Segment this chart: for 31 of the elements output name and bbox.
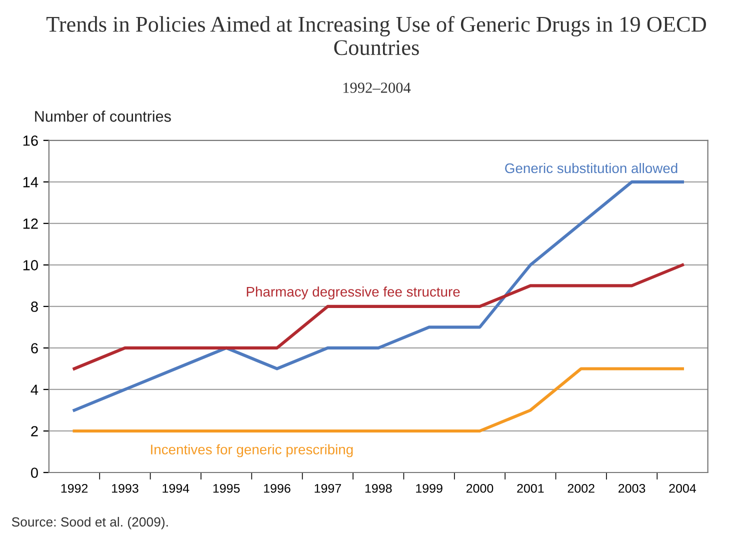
x-tick-label: 2002 bbox=[568, 484, 594, 493]
x-tick-label: 2003 bbox=[618, 484, 646, 493]
y-tick-label: 14 bbox=[23, 177, 38, 188]
y-tick-label: 12 bbox=[23, 218, 38, 229]
y-axis-title: Number of countries bbox=[35, 110, 171, 122]
chart-subtitle: 1992–2004 bbox=[343, 82, 411, 93]
y-tick-label: 2 bbox=[31, 426, 38, 436]
source-note: Source: Sood et al. (2009). bbox=[12, 516, 168, 530]
x-tick-label: 1993 bbox=[112, 484, 138, 493]
x-tick-label: 2004 bbox=[669, 484, 696, 493]
x-tick-label: 1998 bbox=[365, 484, 392, 493]
y-tick-label: 6 bbox=[31, 343, 38, 354]
x-tick-label: 1995 bbox=[213, 484, 240, 493]
x-tick-label: 1997 bbox=[314, 484, 341, 493]
chart-title: Trends in Policies Aimed at Increasing Use of Generic Drugs in 19 OECD Countries bbox=[46, 16, 706, 56]
x-tick-label: 1992 bbox=[61, 484, 88, 493]
y-tick-label: 10 bbox=[23, 260, 38, 270]
x-tick-label: 1999 bbox=[416, 484, 442, 493]
x-tick-label: 2001 bbox=[517, 484, 544, 493]
series-label: Generic substitution allowed bbox=[505, 162, 678, 174]
x-tick-label: 1994 bbox=[162, 484, 190, 493]
x-tick-label: 1996 bbox=[264, 484, 290, 493]
y-tick-label: 16 bbox=[23, 136, 38, 146]
x-tick-label: 2000 bbox=[466, 484, 494, 493]
series-label: Pharmacy degressive fee structure bbox=[246, 286, 460, 300]
line-series bbox=[72, 263, 684, 370]
y-tick-label: 8 bbox=[31, 302, 38, 312]
y-tick-label: 0 bbox=[30, 468, 38, 478]
line-series bbox=[72, 180, 684, 412]
series-label: Incentives for generic prescribing bbox=[151, 444, 353, 458]
y-tick-label: 4 bbox=[30, 384, 38, 395]
